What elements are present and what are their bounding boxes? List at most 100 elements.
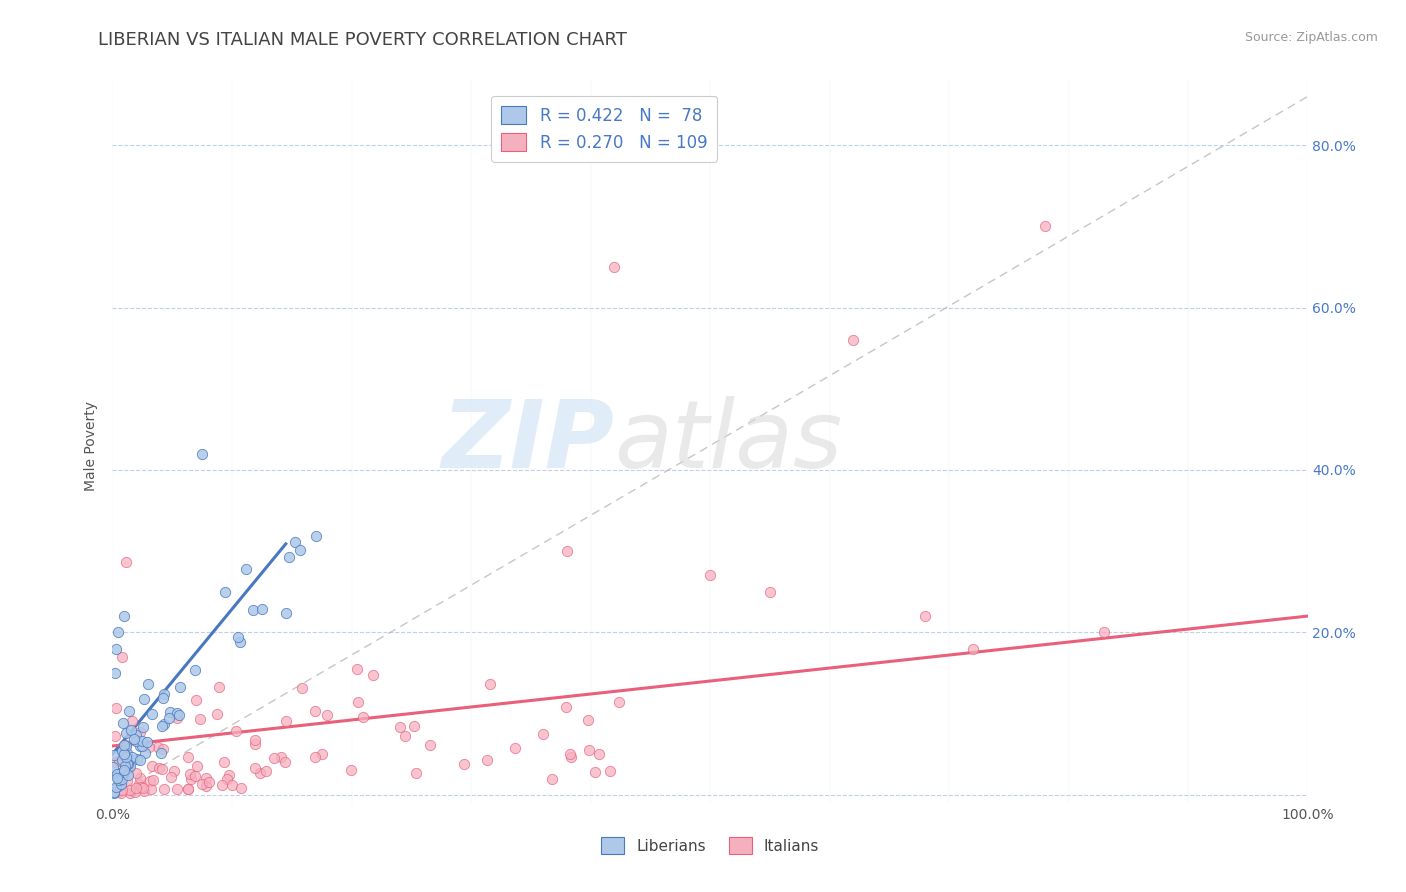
Point [186, 759, 208, 773]
Point [111, 783, 134, 797]
Point [503, 741, 526, 756]
Point [103, 747, 125, 762]
Point [132, 692, 155, 706]
Point [117, 751, 139, 765]
Point [153, 781, 176, 796]
Point [139, 781, 162, 796]
Point [107, 785, 129, 799]
Point [124, 734, 146, 748]
Point [114, 758, 136, 772]
Legend: Liberians, Italians: Liberians, Italians [595, 831, 825, 860]
Point [128, 725, 150, 739]
Point [153, 687, 176, 701]
Point [153, 717, 176, 731]
Point [962, 641, 984, 656]
Point [114, 609, 135, 624]
Point [218, 768, 240, 782]
Point [131, 733, 153, 747]
Point [405, 766, 427, 780]
Point [167, 708, 190, 723]
Point [110, 777, 132, 791]
Point [166, 706, 188, 720]
Point [274, 606, 297, 620]
Point [115, 774, 138, 789]
Point [274, 755, 297, 769]
Point [124, 785, 146, 799]
Point [221, 778, 243, 792]
Point [177, 781, 200, 796]
Point [198, 774, 221, 789]
Point [129, 739, 152, 753]
Point [108, 772, 131, 787]
Point [134, 746, 156, 760]
Text: LIBERIAN VS ITALIAN MALE POVERTY CORRELATION CHART: LIBERIAN VS ITALIAN MALE POVERTY CORRELA… [98, 31, 627, 49]
Point [270, 750, 292, 764]
Point [208, 680, 231, 694]
Point [169, 680, 191, 694]
Point [419, 738, 441, 752]
Text: Source: ZipAtlas.com: Source: ZipAtlas.com [1244, 31, 1378, 45]
Point [540, 772, 562, 786]
Point [103, 786, 125, 800]
Point [114, 738, 136, 752]
Point [131, 739, 153, 753]
Point [121, 714, 143, 728]
Point [184, 769, 207, 783]
Point [111, 716, 134, 731]
Point [107, 772, 129, 787]
Point [475, 753, 498, 767]
Point [110, 786, 132, 800]
Point [112, 764, 135, 779]
Point [194, 771, 217, 785]
Point [163, 764, 186, 779]
Point [274, 714, 297, 729]
Point [184, 693, 207, 707]
Point [560, 750, 582, 764]
Point [122, 732, 145, 747]
Point [142, 772, 165, 787]
Point [252, 601, 274, 615]
Point [111, 772, 134, 787]
Point [105, 641, 128, 656]
Point [146, 739, 169, 754]
Point [112, 769, 135, 783]
Point [699, 568, 721, 582]
Point [112, 747, 135, 761]
Point [107, 779, 129, 793]
Point [453, 757, 475, 772]
Point [1033, 219, 1056, 234]
Point [125, 752, 148, 766]
Point [134, 784, 156, 798]
Point [105, 771, 128, 785]
Point [389, 720, 412, 734]
Point [191, 447, 214, 461]
Point [117, 768, 139, 782]
Point [361, 668, 384, 682]
Point [104, 780, 127, 795]
Point [277, 550, 299, 565]
Point [129, 780, 152, 795]
Point [576, 713, 599, 727]
Point [128, 776, 150, 790]
Point [531, 727, 554, 741]
Point [249, 766, 271, 780]
Point [229, 634, 252, 648]
Point [245, 737, 267, 751]
Point [111, 744, 134, 758]
Point [194, 779, 217, 793]
Point [603, 260, 626, 274]
Point [180, 772, 202, 787]
Point [111, 745, 134, 759]
Point [111, 753, 134, 767]
Point [212, 755, 235, 769]
Point [177, 782, 200, 797]
Point [211, 778, 233, 792]
Point [114, 749, 136, 764]
Point [555, 544, 578, 558]
Point [128, 771, 150, 785]
Point [118, 704, 141, 718]
Point [125, 728, 148, 742]
Point [254, 764, 277, 779]
Point [118, 761, 141, 775]
Point [115, 739, 138, 753]
